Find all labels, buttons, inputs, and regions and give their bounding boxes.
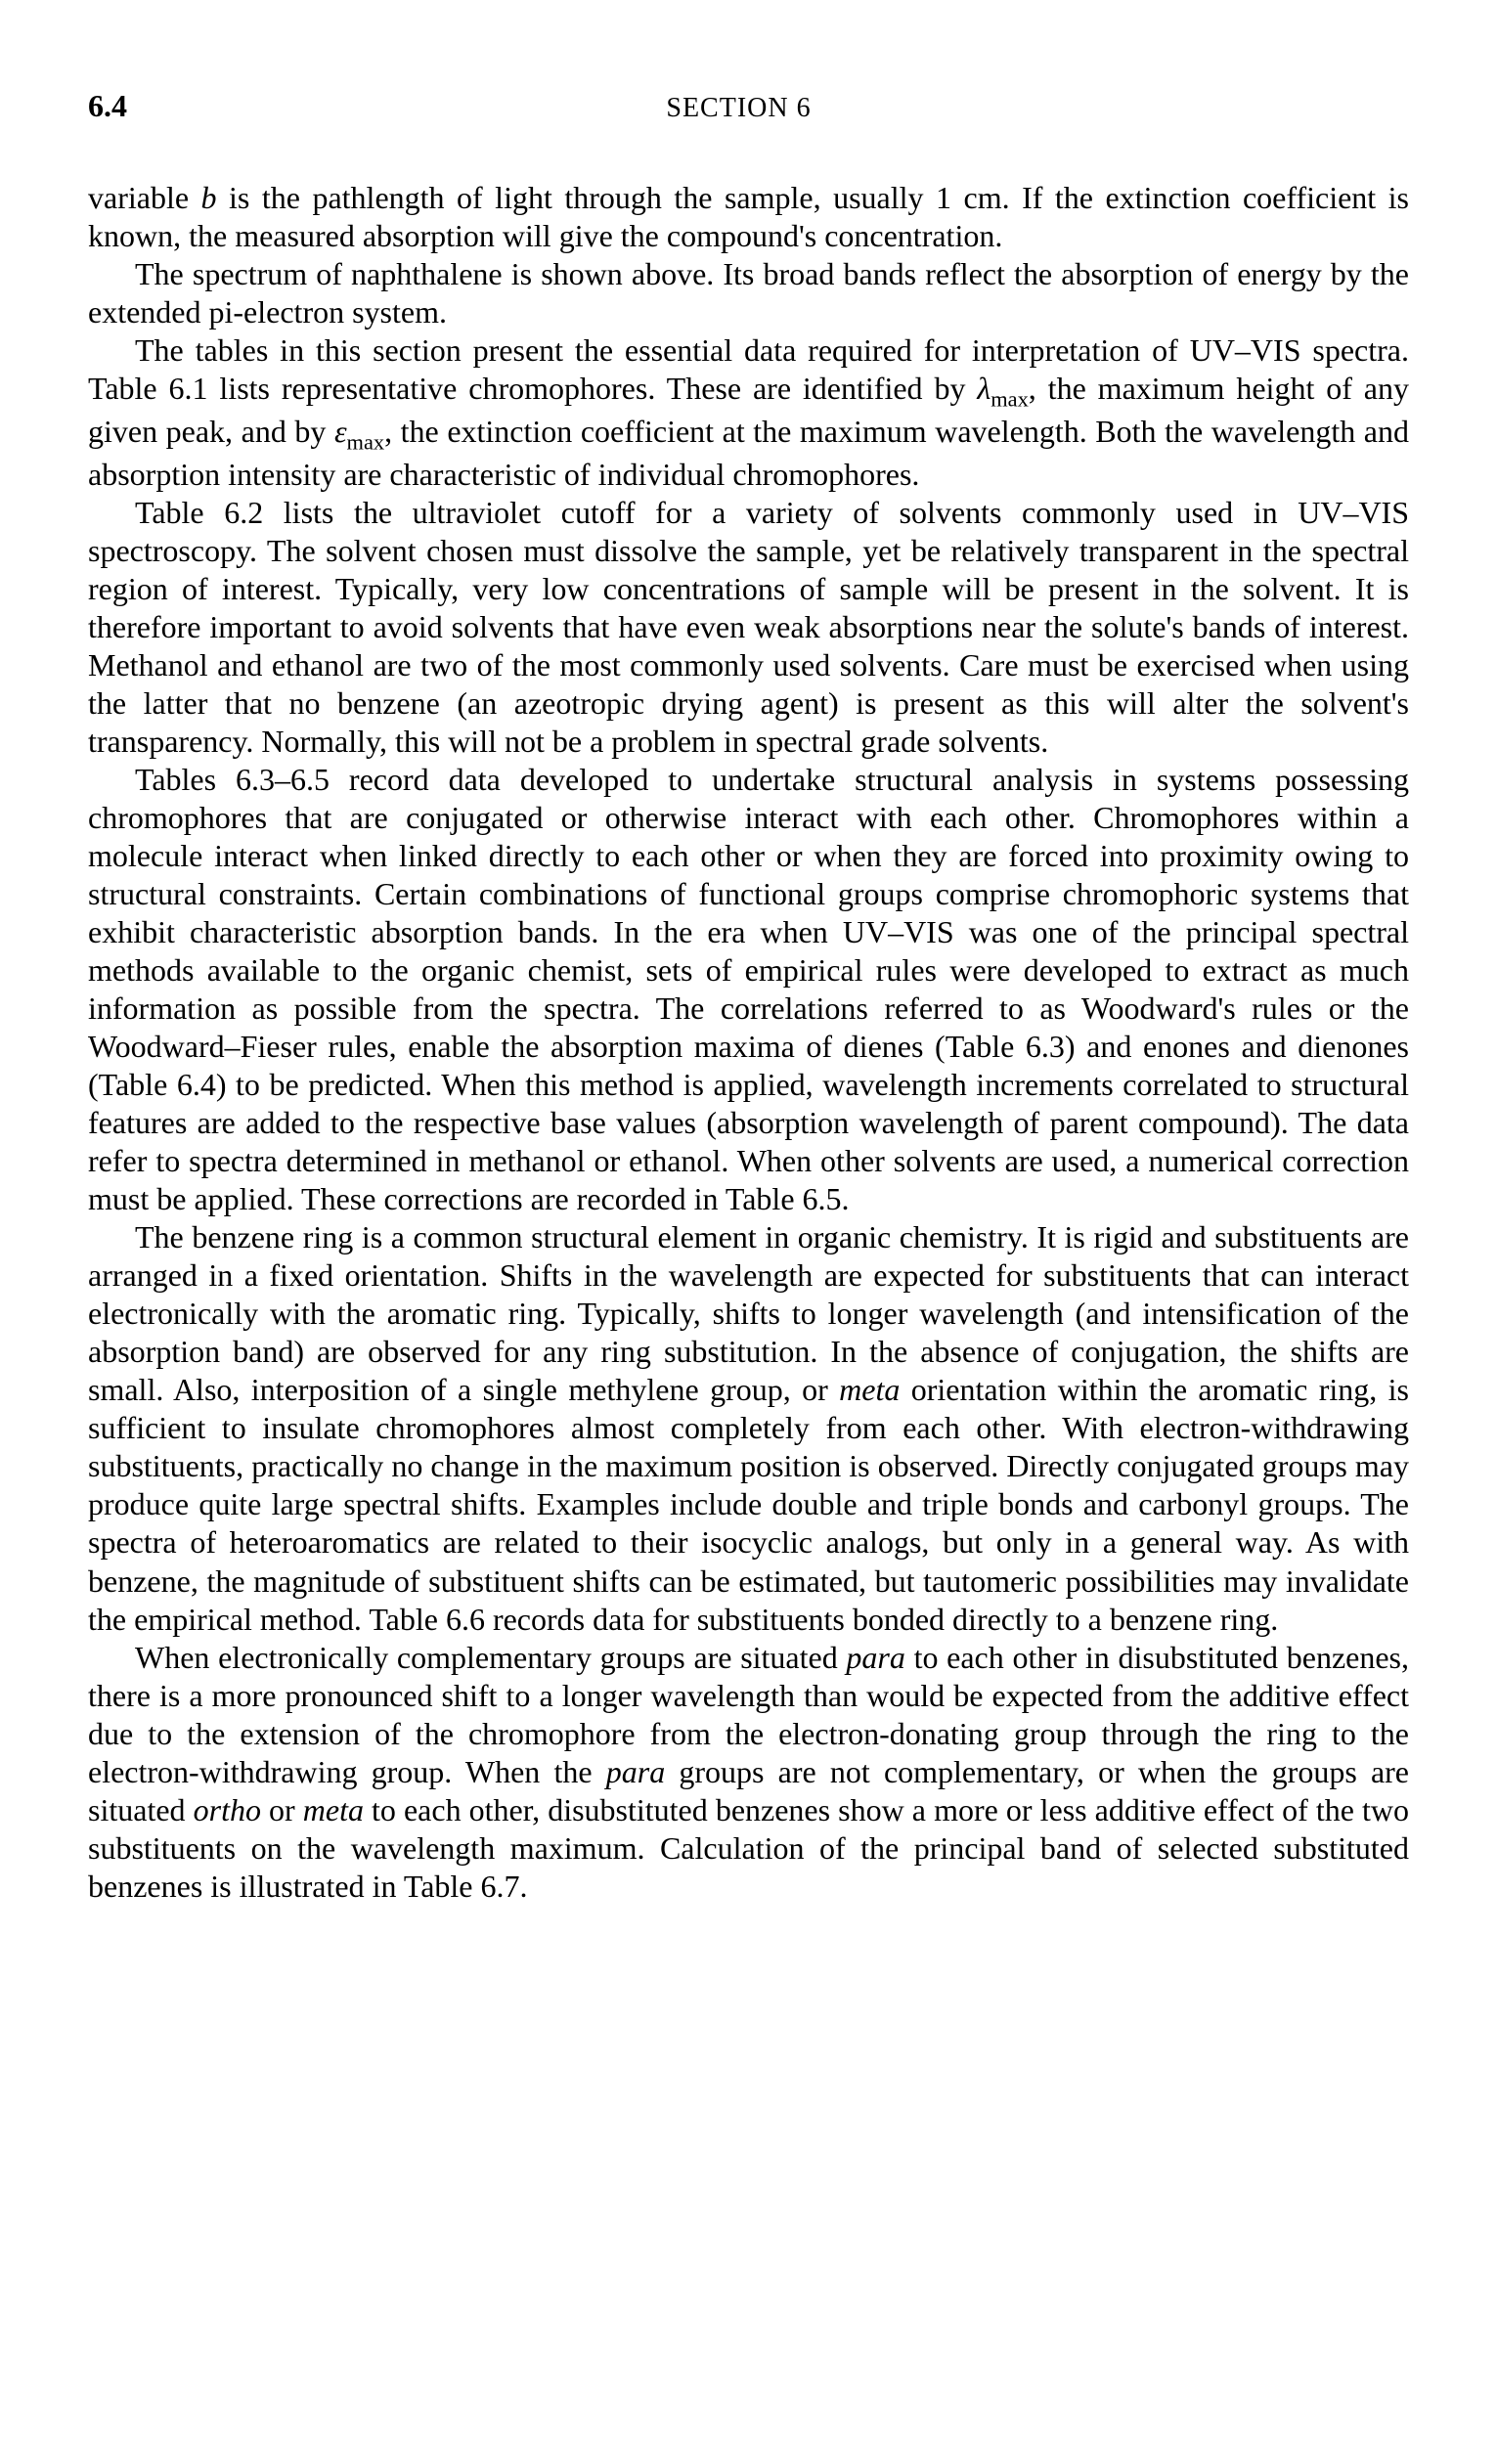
section-title: SECTION 6 xyxy=(127,93,1350,124)
text: or xyxy=(261,1792,303,1827)
epsilon-max-symbol: ε xyxy=(334,414,347,449)
paragraph-2: The spectrum of naphthalene is shown abo… xyxy=(88,255,1409,331)
page-number: 6.4 xyxy=(88,88,127,124)
para-italic-2: para xyxy=(606,1754,665,1789)
ortho-italic: ortho xyxy=(194,1792,261,1827)
lambda-max-symbol: λ xyxy=(977,371,991,406)
paragraph-5: Tables 6.3–6.5 record data developed to … xyxy=(88,761,1409,1218)
paragraph-6: The benzene ring is a common structural … xyxy=(88,1218,1409,1638)
text: is the pathlength of light through the s… xyxy=(88,180,1409,253)
page-header: 6.4 SECTION 6 xyxy=(88,88,1409,124)
para-italic-1: para xyxy=(846,1640,904,1675)
meta-italic: meta xyxy=(839,1372,900,1407)
text: variable xyxy=(88,180,201,215)
paragraph-3: The tables in this section present the e… xyxy=(88,331,1409,494)
body-text: variable b is the pathlength of light th… xyxy=(88,179,1409,1906)
paragraph-1: variable b is the pathlength of light th… xyxy=(88,179,1409,255)
meta-italic-2: meta xyxy=(303,1792,364,1827)
lambda-max-sub: max xyxy=(991,387,1029,412)
page: 6.4 SECTION 6 variable b is the pathleng… xyxy=(0,0,1497,2464)
text: When electronically complementary groups… xyxy=(135,1640,846,1675)
variable-b: b xyxy=(201,180,217,215)
text: orientation within the aromatic ring, is… xyxy=(88,1372,1409,1636)
epsilon-max-sub: max xyxy=(347,429,385,454)
paragraph-7: When electronically complementary groups… xyxy=(88,1639,1409,1906)
paragraph-4: Table 6.2 lists the ultraviolet cutoff f… xyxy=(88,494,1409,761)
